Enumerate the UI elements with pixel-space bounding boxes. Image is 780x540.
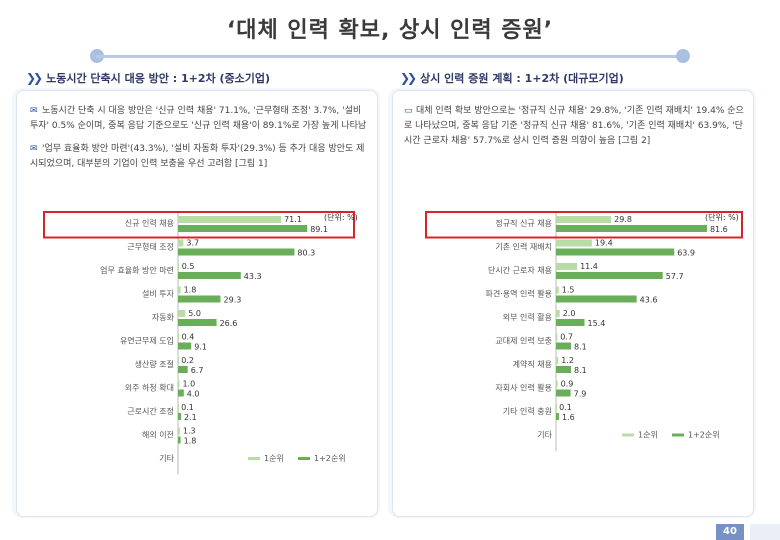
right-note-1: ▭ 대체 인력 확보 방안으로는 '정규직 신규 채용' 29.8%, '기존 인…: [404, 106, 744, 146]
right-panel: [392, 90, 754, 517]
bullet-icon: ▭: [404, 106, 413, 116]
page-title: ‘대체 인력 확보, 상시 인력 증원’: [226, 18, 554, 43]
page-number: 40: [716, 524, 744, 540]
title-divider: [96, 55, 682, 58]
page-corner-decoration: [750, 524, 780, 540]
title-line-right-dot: [676, 49, 690, 63]
chevron-right-icon: ❯❯: [26, 71, 43, 85]
right-section-heading: ❯❯ 상시 인력 증원 계획 : 1+2차 (대규모기업): [400, 70, 624, 86]
right-heading-text: 상시 인력 증원 계획 : 1+2차 (대규모기업): [420, 72, 624, 85]
left-heading-text: 노동시간 단축시 대응 방안 : 1+2차 (중소기업): [46, 72, 270, 85]
bullet-icon: ✉: [30, 106, 38, 116]
left-section-heading: ❯❯ 노동시간 단축시 대응 방안 : 1+2차 (중소기업): [26, 70, 270, 86]
left-note-1: ✉ 노동시간 단축 시 대응 방안은 '신규 인력 채용' 71.1%, '근무형…: [30, 106, 367, 131]
chevron-right-icon: ❯❯: [400, 71, 417, 85]
bullet-icon: ✉: [30, 144, 38, 154]
left-note-2: ✉ '업무 효율화 방안 마련'(43.3%), '설비 자동화 투자'(29.3…: [30, 144, 365, 169]
left-panel: [16, 90, 378, 517]
